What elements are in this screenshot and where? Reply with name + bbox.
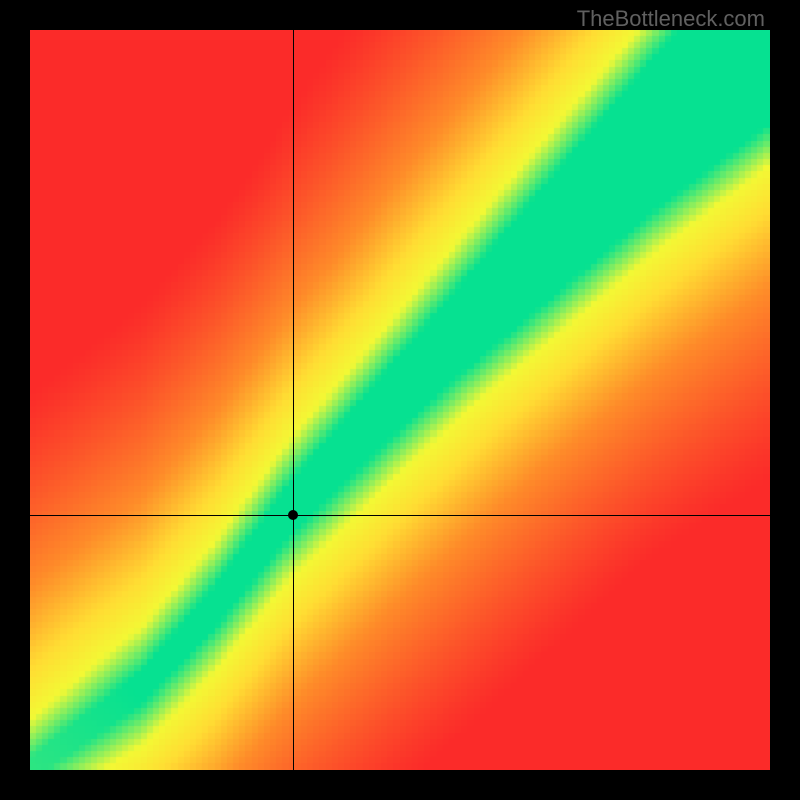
marker-dot (288, 510, 298, 520)
bottleneck-heatmap (30, 30, 770, 770)
crosshair-horizontal (30, 515, 770, 516)
plot-area (30, 30, 770, 770)
crosshair-vertical (293, 30, 294, 770)
watermark-text: TheBottleneck.com (577, 6, 765, 32)
